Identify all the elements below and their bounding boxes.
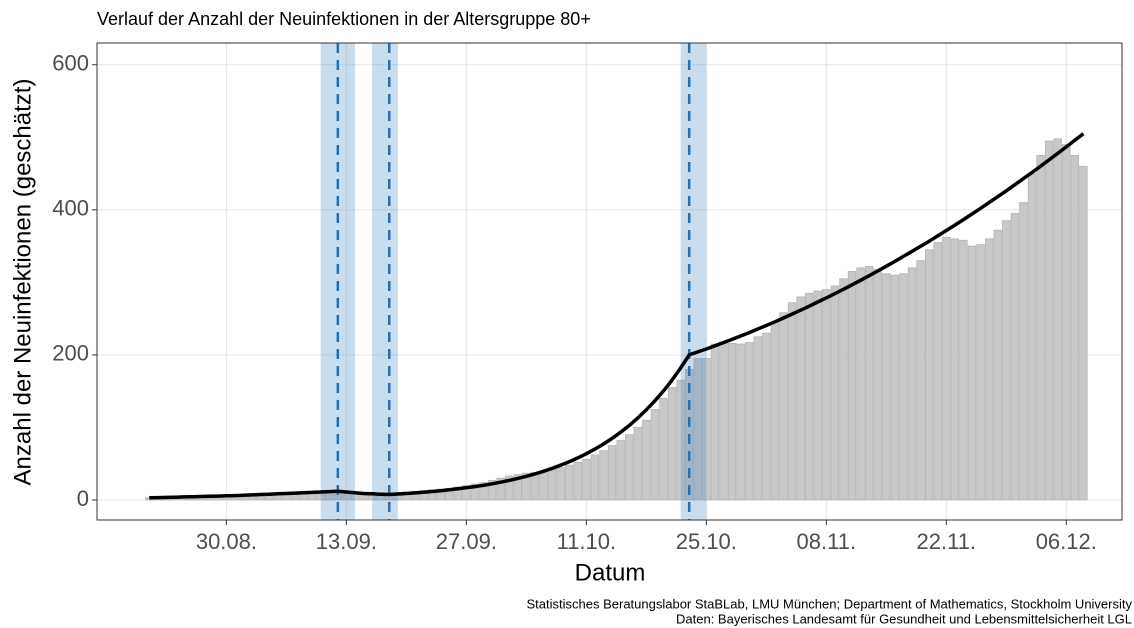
bar [822, 289, 831, 501]
bar [993, 229, 1002, 501]
chart-title: Verlauf der Anzahl der Neuinfektionen in… [97, 9, 591, 29]
bar [616, 440, 625, 501]
bar [976, 244, 985, 501]
bar [547, 469, 557, 501]
bar [804, 292, 814, 501]
bar [719, 341, 728, 501]
bar [959, 239, 968, 501]
bar [847, 271, 857, 501]
bar [625, 434, 634, 501]
bar [582, 458, 591, 501]
bar [864, 266, 874, 501]
bar [830, 285, 840, 501]
bar [539, 470, 548, 501]
bar [479, 482, 488, 501]
bar [736, 343, 745, 501]
bar [667, 387, 677, 501]
bar [642, 419, 651, 501]
x-tick-label: 13.09. [316, 529, 377, 554]
bar [899, 273, 908, 501]
y-tick-label: 600 [52, 51, 89, 76]
bar [487, 479, 497, 501]
x-tick-label: 08.11. [797, 529, 857, 554]
bar [1070, 155, 1080, 501]
bar [530, 472, 540, 501]
bar [676, 379, 685, 501]
bar [1036, 155, 1045, 501]
bar [693, 358, 702, 501]
bar [813, 290, 822, 501]
y-tick-label: 400 [52, 196, 89, 221]
bar [573, 461, 582, 501]
bar [1044, 140, 1054, 501]
bar [470, 483, 480, 501]
breakpoint-interval [680, 43, 707, 520]
bar [727, 342, 737, 501]
x-tick-label: 25.10. [676, 529, 737, 554]
bar [924, 249, 934, 501]
bar [1010, 213, 1020, 501]
bar [753, 336, 762, 501]
x-tick-label: 06.12. [1036, 529, 1097, 554]
bar [607, 445, 617, 501]
bar [453, 486, 462, 501]
bar [1079, 165, 1088, 501]
y-axis-title: Anzahl der Neuinfektionen (geschätzt) [9, 79, 36, 486]
bar [916, 260, 925, 501]
bar [1002, 220, 1011, 501]
bar [1027, 173, 1037, 501]
bar [1062, 144, 1071, 501]
caption: Statistisches Beratungslabor StaBLab, LM… [527, 596, 1133, 611]
bar [984, 238, 994, 501]
bar [873, 268, 882, 501]
x-tick-label: 27.09. [436, 529, 497, 554]
bar [522, 472, 531, 501]
bar [762, 332, 771, 501]
y-tick-label: 0 [77, 486, 89, 511]
bar [796, 296, 805, 501]
bar [950, 238, 960, 501]
fit-line [149, 132, 1085, 500]
breakpoint-interval [372, 43, 398, 520]
plot-layer [97, 43, 1122, 520]
bar [505, 475, 514, 501]
bar [882, 273, 891, 501]
bar [856, 267, 865, 501]
bar [513, 474, 522, 501]
x-tick-label: 22.11. [917, 529, 977, 554]
bar [650, 408, 660, 501]
bar [556, 466, 565, 501]
y-tick-label: 200 [52, 341, 89, 366]
caption: Daten: Bayerisches Landesamt für Gesundh… [676, 611, 1132, 626]
panel-border [96, 42, 1123, 521]
bar [1019, 202, 1028, 501]
bar [659, 398, 668, 501]
bar [710, 343, 720, 501]
bar [462, 485, 471, 501]
bar [779, 312, 788, 501]
bar [942, 236, 951, 501]
bar [907, 267, 917, 501]
bar [890, 274, 900, 501]
bar [1053, 138, 1062, 501]
bar [745, 342, 754, 501]
bar [496, 477, 505, 501]
x-axis-title: Datum [575, 559, 646, 586]
x-tick-label: 11.10. [557, 529, 617, 554]
bar [565, 464, 574, 501]
bar [770, 321, 780, 501]
bar [590, 454, 600, 501]
bar [787, 302, 797, 501]
bar [967, 245, 977, 501]
bar [702, 358, 711, 501]
bar [839, 278, 848, 501]
x-tick-label: 30.08. [196, 529, 257, 554]
bar [633, 427, 642, 501]
bar [933, 242, 942, 501]
bar [599, 450, 608, 501]
